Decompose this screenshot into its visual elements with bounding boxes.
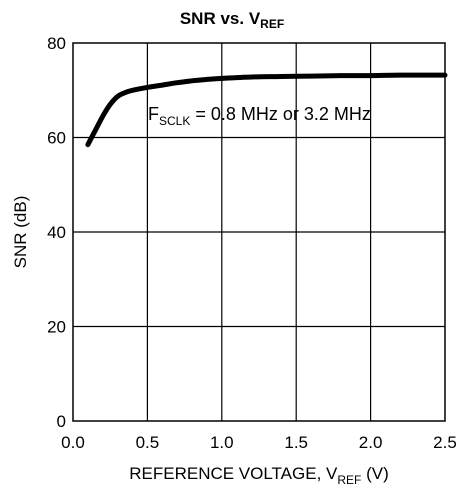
chart-title-sub: REF xyxy=(260,17,284,31)
chart-title: SNR vs. VREF xyxy=(180,9,284,31)
annotation: FSCLK = 0.8 MHz or 3.2 MHz xyxy=(148,104,371,128)
chart-title-main: SNR vs. V xyxy=(180,9,261,28)
x-axis-label: REFERENCE VOLTAGE, VREF (V) xyxy=(129,464,389,487)
tick-labels: 0.0 0.5 1.0 1.5 2.0 2.5 0 20 40 60 80 xyxy=(47,34,457,452)
y-tick-label: 20 xyxy=(47,318,66,337)
x-tick-label: 0.5 xyxy=(136,433,160,452)
x-tick-label: 2.0 xyxy=(359,433,383,452)
annotation-main: F xyxy=(148,104,159,124)
y-tick-label: 40 xyxy=(47,223,66,242)
x-axis-label-main: REFERENCE VOLTAGE, V xyxy=(129,464,338,483)
y-axis-label: SNR (dB) xyxy=(11,196,30,269)
annotation-rest: = 0.8 MHz or 3.2 MHz xyxy=(190,104,371,124)
series-line xyxy=(85,72,448,148)
x-axis-label-tail: (V) xyxy=(361,464,388,483)
grid xyxy=(73,43,445,421)
x-tick-label: 1.0 xyxy=(210,433,234,452)
plot-frame xyxy=(72,42,446,422)
x-tick-label: 2.5 xyxy=(433,433,457,452)
x-tick-label: 0.0 xyxy=(61,433,85,452)
y-tick-label: 0 xyxy=(57,412,66,431)
x-axis-label-sub: REF xyxy=(337,473,361,487)
annotation-sub: SCLK xyxy=(159,114,190,128)
x-tick-label: 1.5 xyxy=(284,433,308,452)
y-tick-label: 80 xyxy=(47,34,66,53)
y-tick-label: 60 xyxy=(47,129,66,148)
